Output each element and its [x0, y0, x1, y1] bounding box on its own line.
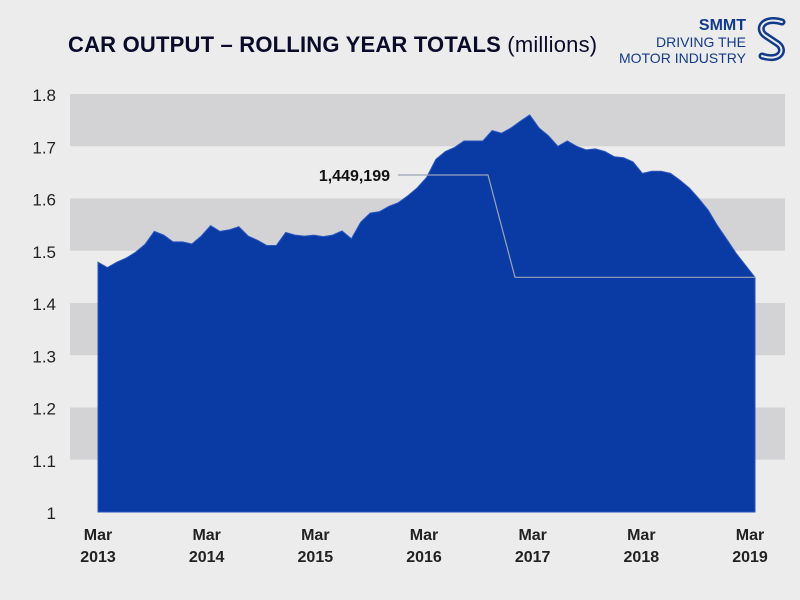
y-tick-label: 1.3: [32, 347, 56, 366]
x-tick-year: 2015: [298, 549, 334, 566]
x-axis: Mar 2013 Mar 2014 Mar 2015 Mar 2016 Mar 2017 Mar 20…: [80, 527, 768, 566]
chart-title: CAR OUTPUT – ROLLING YEAR TOTALS (millio…: [68, 32, 597, 58]
chart-title-units: (millions): [507, 32, 598, 57]
y-tick-label: 1.6: [32, 191, 56, 210]
area-layer: [97, 114, 756, 513]
logo-name: SMMT: [698, 17, 746, 34]
y-tick-label: 1.8: [32, 86, 56, 105]
x-tick-month: Mar: [84, 527, 112, 544]
smmt-logo-text: SMMT DRIVING THE MOTOR INDUSTRY: [618, 17, 746, 67]
y-tick-label: 1.5: [32, 243, 56, 262]
chart-title-main: CAR OUTPUT – ROLLING YEAR TOTALS: [68, 32, 501, 57]
x-tick-label: Mar 2013: [80, 527, 116, 566]
area-series: [97, 114, 756, 513]
x-tick-month: Mar: [192, 527, 220, 544]
x-tick-label: Mar 2014: [189, 527, 225, 566]
y-tick-label: 1: [47, 504, 56, 523]
y-tick-label: 1.4: [32, 295, 56, 314]
x-tick-label: Mar 2016: [406, 527, 442, 566]
annotation-group: 1,449,199: [319, 168, 755, 278]
annotation-label: 1,449,199: [319, 168, 390, 185]
x-tick-month: Mar: [518, 527, 546, 544]
x-tick-year: 2016: [406, 549, 442, 566]
x-tick-month: Mar: [410, 527, 438, 544]
y-tick-label: 1.2: [32, 400, 56, 419]
x-tick-year: 2018: [624, 549, 660, 566]
smmt-logo-icon: [757, 17, 786, 61]
logo-tagline-2: MOTOR INDUSTRY: [618, 50, 746, 66]
grid-band: [70, 94, 785, 147]
x-tick-year: 2017: [515, 549, 551, 566]
annotation-line: [398, 174, 755, 278]
x-tick-label: Mar 2015: [298, 527, 334, 566]
x-tick-year: 2019: [732, 549, 768, 566]
y-axis: 1 1.1 1.2 1.3 1.4 1.5 1.6 1.7 1.8: [32, 86, 56, 523]
x-tick-month: Mar: [736, 527, 764, 544]
x-tick-year: 2013: [80, 549, 116, 566]
y-tick-label: 1.7: [32, 138, 56, 157]
x-tick-label: Mar 2019: [732, 527, 768, 566]
y-tick-label: 1.1: [32, 452, 56, 471]
x-tick-month: Mar: [627, 527, 655, 544]
x-tick-month: Mar: [301, 527, 329, 544]
x-tick-year: 2014: [189, 549, 225, 566]
x-tick-label: Mar 2018: [624, 527, 660, 566]
x-tick-label: Mar 2017: [515, 527, 551, 566]
logo-tagline-1: DRIVING THE: [656, 34, 746, 50]
